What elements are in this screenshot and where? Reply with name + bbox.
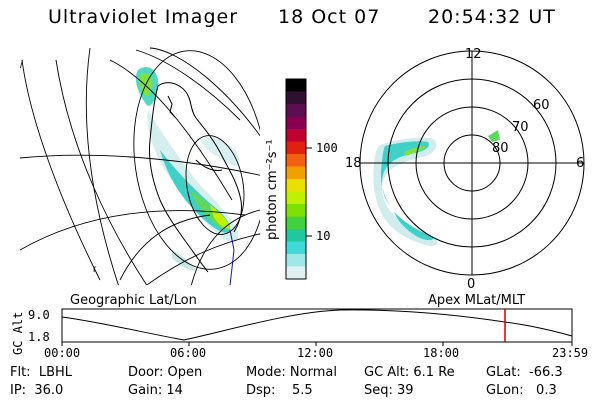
mlt-label-12: 12	[465, 47, 482, 62]
polar-grid	[359, 50, 585, 276]
magnetic-polar-map	[373, 130, 500, 246]
altitude-ylabel: GC Alt	[11, 311, 25, 355]
altitude-xtick-2359: 23:59	[552, 346, 589, 360]
colorbar-band	[286, 129, 306, 142]
intensity-colorbar	[286, 79, 306, 280]
info-glon: GLon: 0.3	[486, 383, 557, 398]
colorbar-label-100: 100	[316, 141, 338, 155]
altitude-xtick-1800: 18:00	[423, 346, 460, 360]
altitude-xtick-0600: 06:00	[170, 346, 207, 360]
colorbar-label-10: 10	[316, 229, 331, 243]
colorbar-band	[286, 141, 306, 155]
altitude-curve	[61, 309, 573, 341]
colorbar-band	[286, 266, 306, 280]
colorbar-band	[286, 254, 306, 267]
info-door: Door: Open	[128, 365, 203, 380]
mlt-label-6: 6	[576, 156, 585, 171]
info-glat: GLat: -66.3	[486, 365, 563, 380]
colorbar-frame	[285, 78, 307, 280]
mlat-label-80: 80	[492, 141, 509, 156]
info-dsp: Dsp: 5.5	[246, 383, 313, 398]
colorbar-band	[286, 79, 306, 92]
geographic-map: r /	[20, 47, 260, 285]
instrument-title: Ultraviolet Imager	[48, 6, 239, 28]
altitude-plot-frame	[61, 308, 573, 343]
info-gain: Gain: 14	[128, 383, 183, 398]
colorbar-band	[286, 166, 306, 180]
altitude-ymax: 9.0	[28, 308, 50, 322]
info-mode: Mode: Normal	[246, 365, 337, 380]
geographic-map-label: Geographic Lat/Lon	[70, 293, 197, 308]
colorbar-band	[286, 191, 306, 205]
altitude-xtick-0000: 00:00	[44, 346, 81, 360]
gc-altitude-plot	[61, 308, 573, 346]
colorbar-band	[286, 204, 306, 217]
map-tick-mark: r	[93, 264, 97, 275]
auroral-emission-right	[373, 130, 500, 246]
map-grid-lines	[20, 47, 260, 285]
colorbar-unit-label: photon cm⁻²s⁻¹	[265, 139, 280, 240]
colorbar-band	[286, 116, 306, 130]
colorbar-band	[286, 104, 306, 117]
colorbar-band	[286, 216, 306, 230]
mlat-label-60: 60	[533, 98, 550, 113]
mlt-label-0: 0	[467, 277, 476, 292]
time-label: 20:54:32 UT	[428, 6, 556, 28]
date-label: 18 Oct 07	[278, 6, 381, 28]
colorbar-band	[286, 91, 306, 105]
altitude-ymin: 1.8	[28, 330, 50, 344]
altitude-xtick-1200: 12:00	[297, 346, 334, 360]
info-filter: Flt: LBHL	[10, 365, 73, 380]
info-gc-alt: GC Alt: 6.1 Re	[364, 365, 455, 380]
mlt-label-18: 18	[345, 156, 362, 171]
colorbar-band	[286, 154, 306, 167]
magnetic-map-label: Apex MLat/MLT	[428, 293, 526, 308]
colorbar-band	[286, 241, 306, 255]
colorbar-band	[286, 229, 306, 242]
info-seq: Seq: 39	[364, 383, 414, 398]
info-ip: IP: 36.0	[10, 383, 64, 398]
colorbar-band	[286, 179, 306, 192]
mlat-label-70: 70	[512, 120, 529, 135]
map-tick-mark: /	[20, 60, 23, 71]
